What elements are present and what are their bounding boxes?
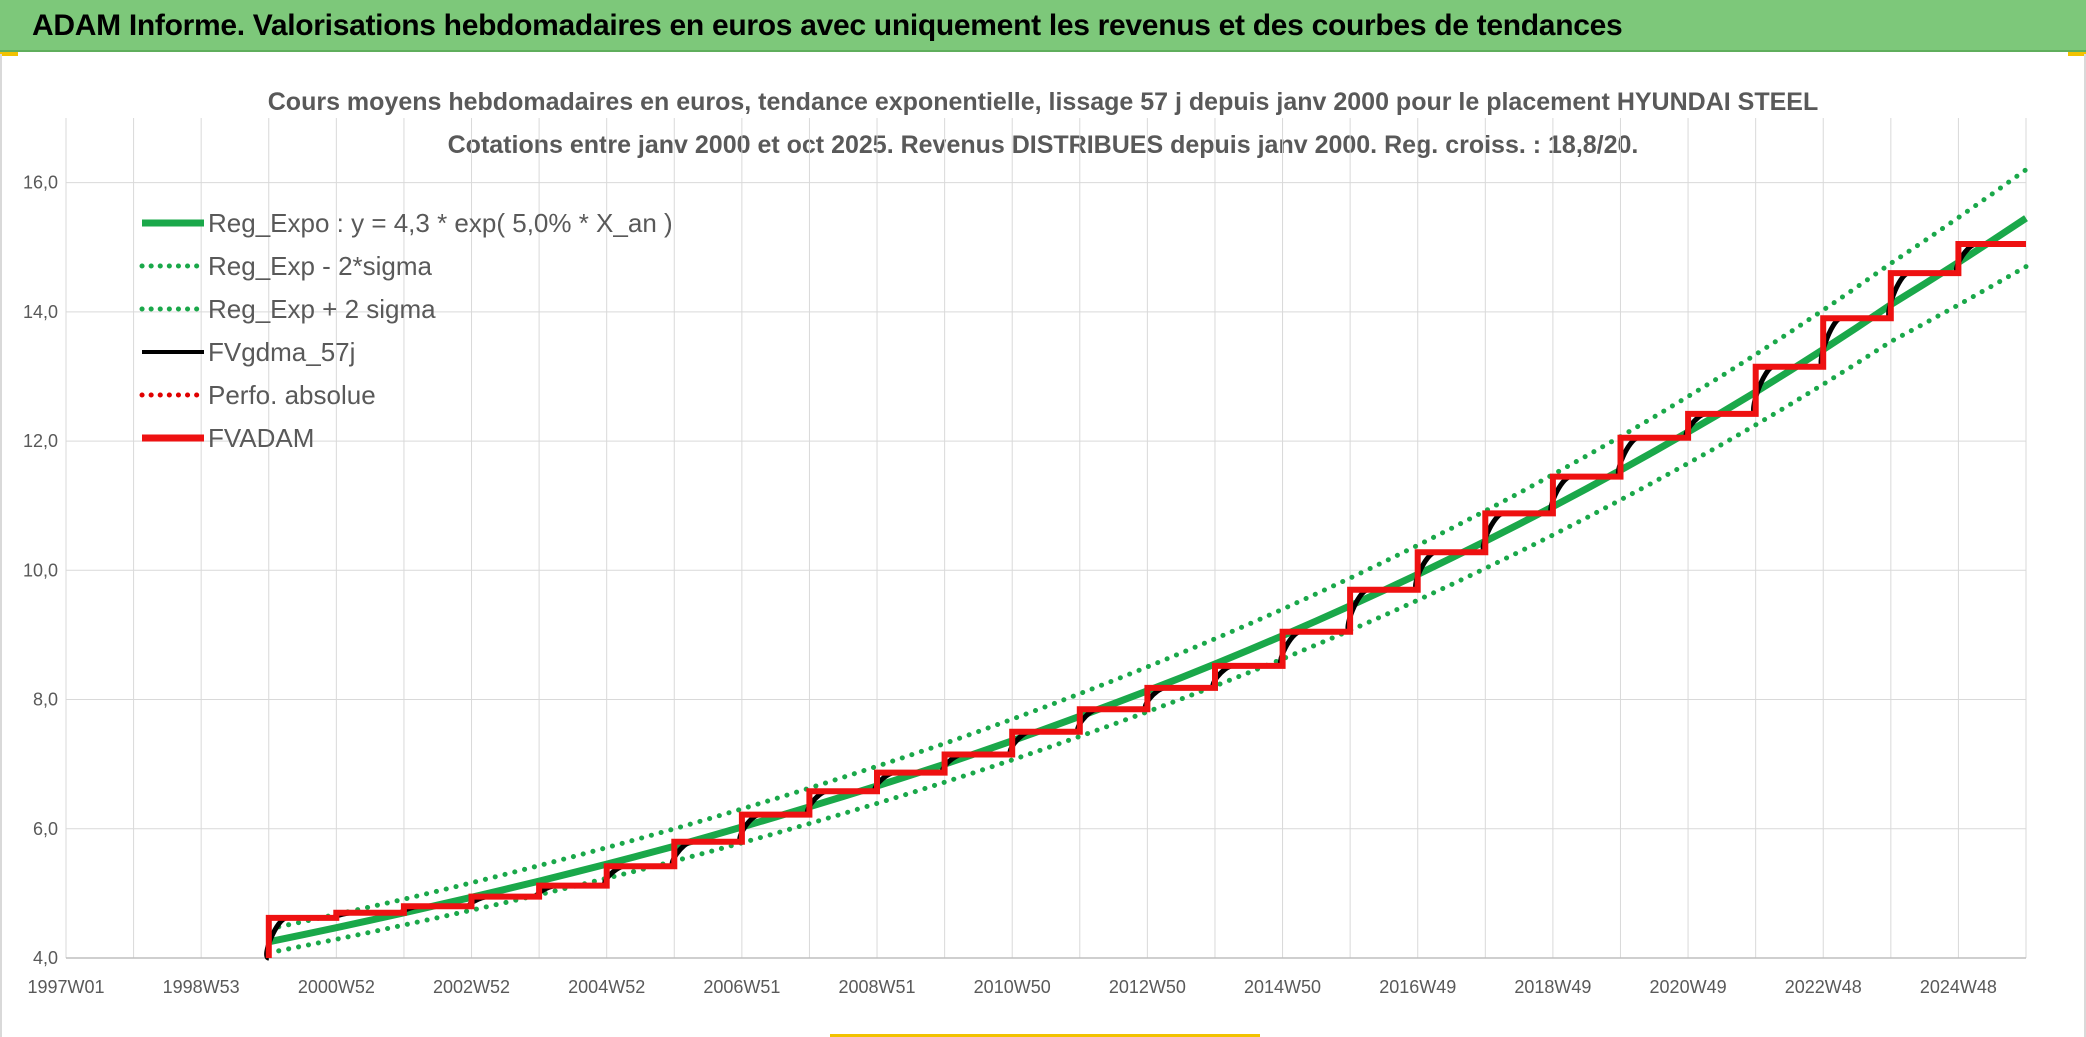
legend-label: FVADAM bbox=[208, 423, 314, 453]
x-tick-label: 2012W50 bbox=[1109, 977, 1186, 997]
legend-label: Perfo. absolue bbox=[208, 380, 376, 410]
x-tick-label: 2000W52 bbox=[298, 977, 375, 997]
x-tick-label: 2020W49 bbox=[1650, 977, 1727, 997]
legend-label: Reg_Exp + 2 sigma bbox=[208, 294, 436, 324]
chart-area bbox=[0, 54, 2086, 1037]
series-reg-plus-2sigma bbox=[266, 167, 2029, 932]
x-tick-label: 2006W51 bbox=[703, 977, 780, 997]
y-tick-label: 10,0 bbox=[23, 560, 58, 580]
x-tick-label: 2004W52 bbox=[568, 977, 645, 997]
y-tick-label: 12,0 bbox=[23, 431, 58, 451]
x-tick-label: 2018W49 bbox=[1514, 977, 1591, 997]
y-tick-label: 14,0 bbox=[23, 302, 58, 322]
legend-label: Reg_Expo : y = 4,3 * exp( 5,0% * X_an ) bbox=[208, 208, 673, 238]
report-banner: ADAM Informe. Valorisations hebdomadaire… bbox=[0, 0, 2086, 52]
x-tick-label: 2024W48 bbox=[1920, 977, 1997, 997]
x-tick-label: 2022W48 bbox=[1785, 977, 1862, 997]
series-fvadam bbox=[265, 241, 2026, 958]
y-tick-label: 4,0 bbox=[33, 948, 58, 968]
x-tick-label: 2010W50 bbox=[974, 977, 1051, 997]
series-fvgdma-57j bbox=[264, 241, 2026, 961]
x-tick-label: 2014W50 bbox=[1244, 977, 1321, 997]
y-tick-label: 6,0 bbox=[33, 819, 58, 839]
x-tick-label: 1998W53 bbox=[163, 977, 240, 997]
x-tick-label: 1997W01 bbox=[27, 977, 104, 997]
legend-label: Reg_Exp - 2*sigma bbox=[208, 251, 433, 281]
chart-title-line1: Cours moyens hebdomadaires en euros, ten… bbox=[267, 88, 1819, 116]
y-tick-label: 16,0 bbox=[23, 173, 58, 193]
corner-marker-left bbox=[0, 52, 18, 56]
chart-title-line2: Cotations entre janv 2000 et oct 2025. R… bbox=[447, 131, 1639, 159]
x-tick-label: 2002W52 bbox=[433, 977, 510, 997]
corner-marker-bottom bbox=[830, 1034, 1260, 1037]
x-tick-label: 2008W51 bbox=[839, 977, 916, 997]
report-title: ADAM Informe. Valorisations hebdomadaire… bbox=[32, 9, 1623, 42]
y-tick-label: 8,0 bbox=[33, 690, 58, 710]
x-tick-label: 2016W49 bbox=[1379, 977, 1456, 997]
legend-label: FVgdma_57j bbox=[208, 337, 355, 367]
corner-marker-right bbox=[2068, 52, 2086, 56]
